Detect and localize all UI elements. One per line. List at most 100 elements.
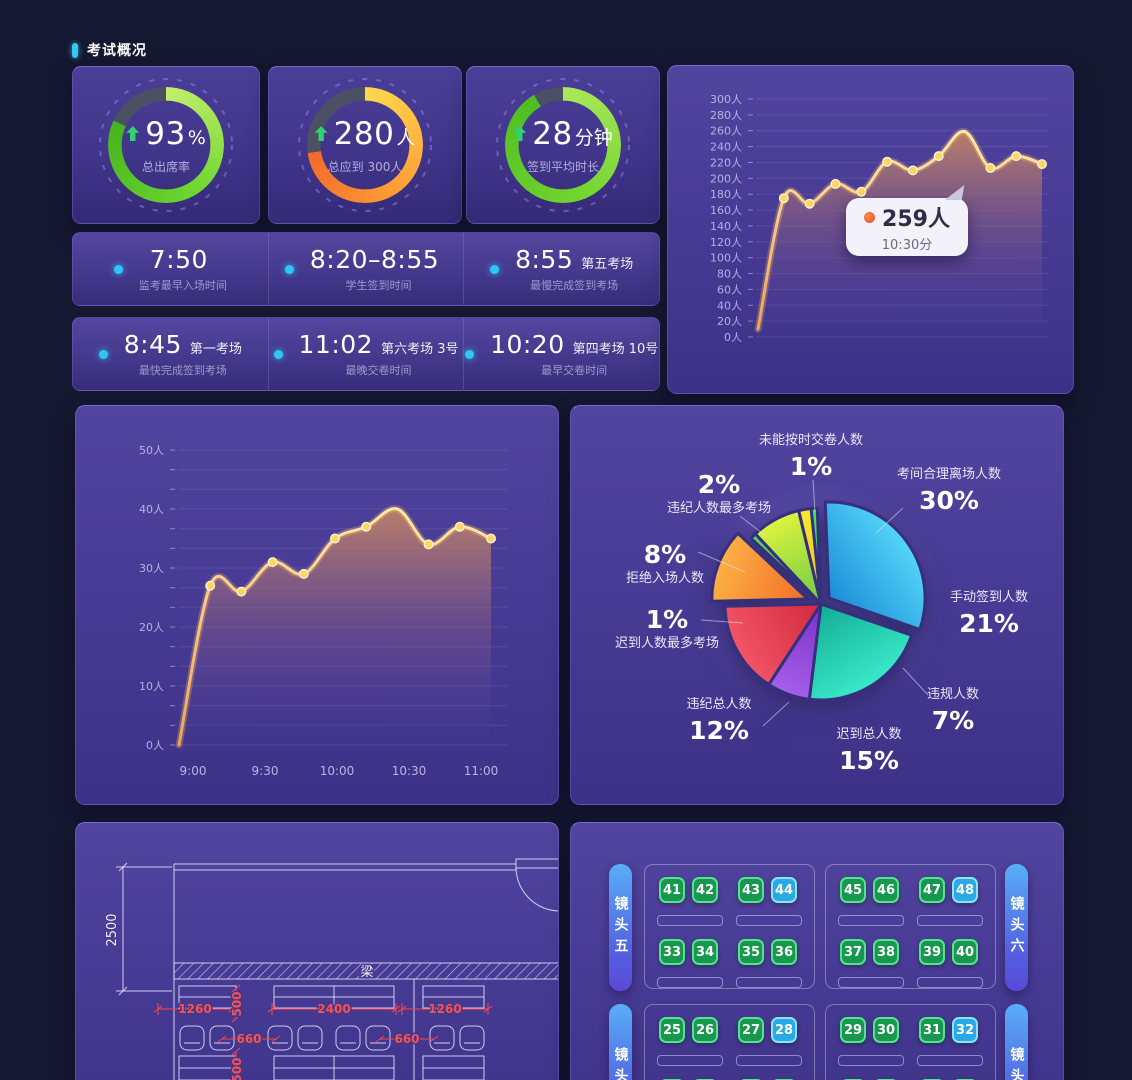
desk xyxy=(917,915,983,926)
seat[interactable]: 48 xyxy=(952,877,978,903)
time-value: 8:55 xyxy=(515,245,574,274)
gauge-value: 28 xyxy=(532,115,573,152)
desk xyxy=(736,915,802,926)
seat[interactable]: 28 xyxy=(771,1017,797,1043)
seat[interactable]: 38 xyxy=(873,939,899,965)
seat[interactable]: 43 xyxy=(738,877,764,903)
seat[interactable]: 25 xyxy=(659,1017,685,1043)
seat[interactable]: 36 xyxy=(771,939,797,965)
gauge-ring xyxy=(307,87,423,203)
chair-row xyxy=(179,1025,485,1051)
seat-block: 29 30 31 32 xyxy=(825,1004,996,1080)
desk xyxy=(838,915,904,926)
seat[interactable]: 32 xyxy=(952,1017,978,1043)
red-dimensions xyxy=(153,984,493,1080)
time-value: 8:45 xyxy=(123,330,182,359)
section-title: 考试概况 xyxy=(87,43,147,59)
chart-tooltip: 259人 10:30分 xyxy=(846,198,968,256)
pie-slice xyxy=(797,507,823,606)
seat[interactable]: 30 xyxy=(873,1017,899,1043)
time-label: 最慢完成签到考场 xyxy=(530,279,619,292)
camera-label: 镜头五 xyxy=(612,896,629,959)
gauge-card-avg-duration: 28 分钟 签到平均时长 xyxy=(466,66,660,224)
gauge-avg-duration: 28 分钟 签到平均时长 xyxy=(493,75,633,215)
svg-text:20人: 20人 xyxy=(717,315,742,328)
camera-label: 镜头 xyxy=(1008,1046,1025,1080)
dim-seat-gap-2: 660 xyxy=(394,1032,419,1046)
seat[interactable]: 47 xyxy=(919,877,945,903)
desk xyxy=(657,915,723,926)
seat[interactable]: 46 xyxy=(873,877,899,903)
camera-label: 镜头六 xyxy=(1008,896,1025,959)
svg-text:10:30: 10:30 xyxy=(392,764,427,778)
gauge-label: 总出席率 xyxy=(141,159,190,174)
dot-icon xyxy=(273,349,283,359)
line-chart-small: 0人 10人 20人 30人 40人 50人 9:00 9:30 10:00 10:30 11:00 xyxy=(139,444,508,778)
seat[interactable]: 27 xyxy=(738,1017,764,1043)
svg-text:11:00: 11:00 xyxy=(464,764,499,778)
pie-slice xyxy=(723,602,823,686)
desk xyxy=(736,1055,802,1066)
seat[interactable]: 34 xyxy=(692,939,718,965)
time-suffix: 第六考场 3号 xyxy=(381,342,459,357)
seat[interactable]: 41 xyxy=(659,877,685,903)
dot-icon xyxy=(284,264,294,274)
tooltip-value: 259人 xyxy=(882,207,950,232)
tooltip-time: 10:30分 xyxy=(881,238,933,253)
dim-room-height: 2500 xyxy=(105,913,120,946)
seat[interactable]: 44 xyxy=(771,877,797,903)
seat[interactable]: 39 xyxy=(919,939,945,965)
desk xyxy=(838,977,904,988)
time-stats-row-2: 8:45 第一考场 最快完成签到考场 11:02 第六考场 3号 最晚交卷时间 10… xyxy=(67,312,665,396)
desk xyxy=(657,977,723,988)
time-stat: 7:50 监考最早入场时间 xyxy=(73,233,268,305)
seat[interactable]: 40 xyxy=(952,939,978,965)
seat[interactable]: 37 xyxy=(840,939,866,965)
seat-block: 45 46 47 48 37 38 39 40 xyxy=(825,864,996,989)
svg-text:140人: 140人 xyxy=(710,220,742,233)
svg-text:40人: 40人 xyxy=(139,503,164,516)
desk xyxy=(917,977,983,988)
dim-left: 1260 xyxy=(178,1002,211,1016)
line-chart-large-card: 0人 20人 40人 60人 80人 100人 120人 140人 160人 180人 200人 22… xyxy=(667,65,1074,394)
seat[interactable]: 31 xyxy=(919,1017,945,1043)
desk-row-2 xyxy=(178,1055,485,1080)
gauge-label: 总应到 300人 xyxy=(327,159,403,174)
seat[interactable]: 26 xyxy=(692,1017,718,1043)
pie-slice xyxy=(823,500,927,631)
seat[interactable]: 29 xyxy=(840,1017,866,1043)
time-value: 10:20 xyxy=(490,330,565,359)
tooltip-dot-icon xyxy=(864,211,876,223)
time-stat: 8:55 第五考场 最慢完成签到考场 xyxy=(463,233,659,305)
svg-text:200人: 200人 xyxy=(710,172,742,185)
camera-bar: 镜头 xyxy=(609,1004,632,1080)
time-value: 7:50 xyxy=(149,245,208,274)
dim-right: 1260 xyxy=(428,1002,461,1016)
seat-block: 41 42 43 44 33 34 35 36 xyxy=(644,864,815,989)
camera-bar: 镜头六 xyxy=(1005,864,1028,991)
seat[interactable]: 33 xyxy=(659,939,685,965)
desk xyxy=(736,977,802,988)
seat[interactable]: 35 xyxy=(738,939,764,965)
time-stats-row-1: 7:50 监考最早入场时间 8:20–8:55 学生签到时间 8:55 第五考场 … xyxy=(67,227,665,311)
gauge-tick-ring xyxy=(298,78,432,212)
seatmap-card: 镜头五 镜头六 镜头 镜头 41 42 43 44 33 34 35 36 45 46 47 48 37 38 39… xyxy=(570,822,1064,1080)
gauge-tick-ring xyxy=(496,78,630,212)
gauge-label: 签到平均时长 xyxy=(526,159,599,174)
pie-chart-card: 未能按时交卷人数 1% 考间合理离场人数 30% 手动签到人数 21% 违规人数 7% 迟到总人… xyxy=(570,405,1064,805)
gauge-unit: 分钟 xyxy=(574,126,613,149)
beam xyxy=(173,962,558,980)
dim-depth-1: 500 xyxy=(230,991,244,1016)
section-header: 考试概况 xyxy=(72,40,147,60)
svg-text:160人: 160人 xyxy=(710,204,742,217)
svg-text:80人: 80人 xyxy=(717,268,742,281)
dot-icon xyxy=(98,349,108,359)
gauge-value: 280 xyxy=(333,115,395,152)
seat[interactable]: 42 xyxy=(692,877,718,903)
svg-text:10:00: 10:00 xyxy=(320,764,355,778)
time-stat: 8:45 第一考场 最快完成签到考场 xyxy=(73,318,268,390)
seat[interactable]: 45 xyxy=(840,877,866,903)
desk xyxy=(917,1055,983,1066)
up-arrow-icon xyxy=(314,126,328,141)
